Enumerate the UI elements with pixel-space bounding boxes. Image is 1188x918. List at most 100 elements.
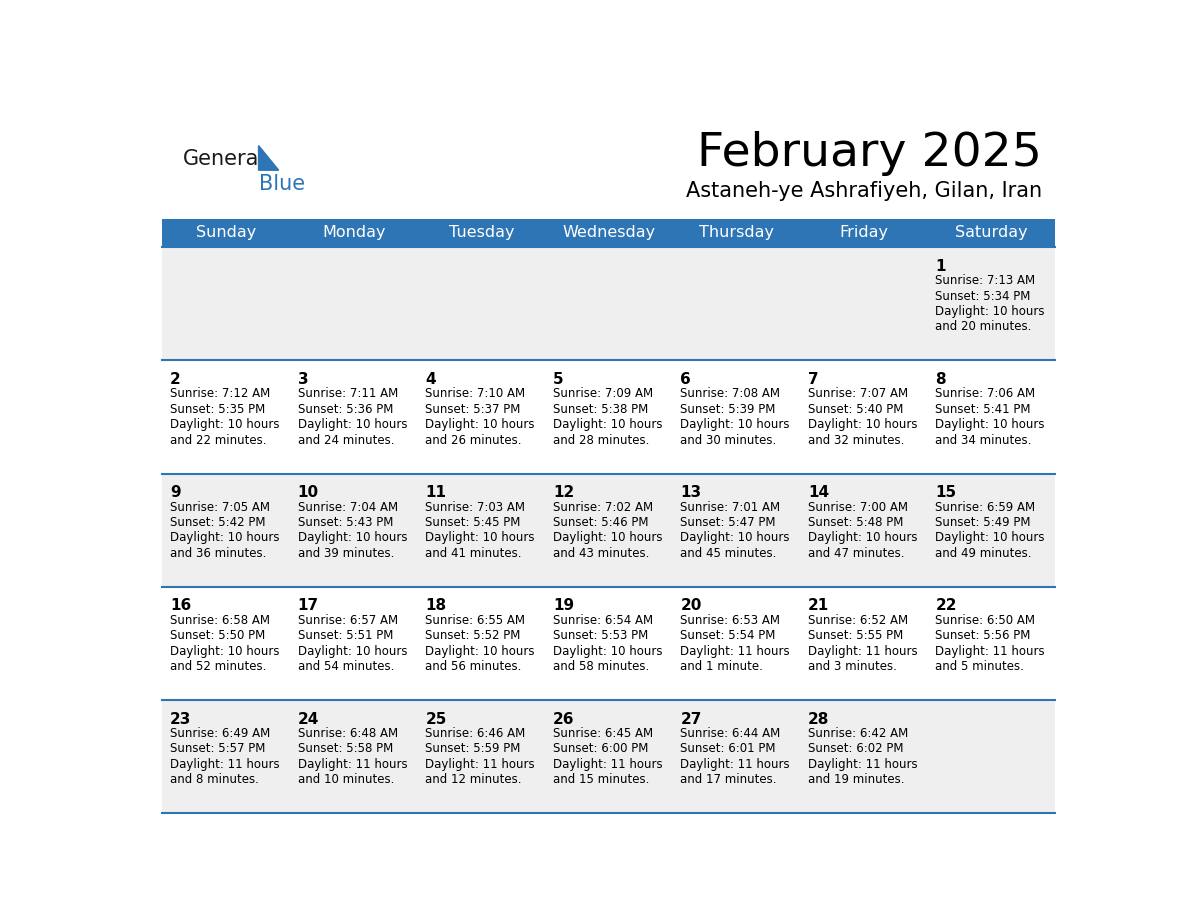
Text: Daylight: 10 hours: Daylight: 10 hours bbox=[298, 532, 407, 544]
Text: and 22 minutes.: and 22 minutes. bbox=[170, 433, 266, 446]
Text: 16: 16 bbox=[170, 599, 191, 613]
Text: Sunset: 5:34 PM: Sunset: 5:34 PM bbox=[935, 289, 1031, 303]
Text: 28: 28 bbox=[808, 711, 829, 726]
Text: Monday: Monday bbox=[322, 226, 386, 241]
Text: Sunset: 5:58 PM: Sunset: 5:58 PM bbox=[298, 743, 393, 756]
Bar bbox=[163, 361, 1055, 474]
Text: and 8 minutes.: and 8 minutes. bbox=[170, 773, 259, 786]
Text: Sunrise: 6:58 AM: Sunrise: 6:58 AM bbox=[170, 614, 270, 627]
Text: and 5 minutes.: and 5 minutes. bbox=[935, 660, 1024, 673]
Text: Sunrise: 6:42 AM: Sunrise: 6:42 AM bbox=[808, 727, 908, 740]
Text: Sunrise: 7:02 AM: Sunrise: 7:02 AM bbox=[552, 500, 653, 513]
Text: Sunrise: 7:10 AM: Sunrise: 7:10 AM bbox=[425, 387, 525, 400]
Polygon shape bbox=[259, 146, 279, 170]
Text: 10: 10 bbox=[298, 485, 318, 500]
Text: and 28 minutes.: and 28 minutes. bbox=[552, 433, 649, 446]
Text: Sunrise: 7:06 AM: Sunrise: 7:06 AM bbox=[935, 387, 1036, 400]
Text: Sunset: 5:46 PM: Sunset: 5:46 PM bbox=[552, 516, 649, 529]
Text: 12: 12 bbox=[552, 485, 574, 500]
Text: Sunrise: 7:09 AM: Sunrise: 7:09 AM bbox=[552, 387, 653, 400]
Text: Daylight: 10 hours: Daylight: 10 hours bbox=[552, 532, 663, 544]
Text: Daylight: 11 hours: Daylight: 11 hours bbox=[170, 757, 280, 771]
Text: 15: 15 bbox=[935, 485, 956, 500]
Text: Daylight: 11 hours: Daylight: 11 hours bbox=[808, 644, 917, 657]
Text: Daylight: 10 hours: Daylight: 10 hours bbox=[425, 419, 535, 431]
Text: Sunrise: 7:08 AM: Sunrise: 7:08 AM bbox=[681, 387, 781, 400]
Text: and 20 minutes.: and 20 minutes. bbox=[935, 320, 1032, 333]
Text: Sunrise: 6:55 AM: Sunrise: 6:55 AM bbox=[425, 614, 525, 627]
Text: Sunset: 5:35 PM: Sunset: 5:35 PM bbox=[170, 403, 265, 416]
Text: Sunrise: 6:54 AM: Sunrise: 6:54 AM bbox=[552, 614, 653, 627]
Text: Sunrise: 7:11 AM: Sunrise: 7:11 AM bbox=[298, 387, 398, 400]
Text: and 24 minutes.: and 24 minutes. bbox=[298, 433, 394, 446]
Text: Sunset: 5:38 PM: Sunset: 5:38 PM bbox=[552, 403, 649, 416]
Text: Daylight: 10 hours: Daylight: 10 hours bbox=[298, 644, 407, 657]
Text: Sunrise: 6:59 AM: Sunrise: 6:59 AM bbox=[935, 500, 1036, 513]
Text: Friday: Friday bbox=[840, 226, 889, 241]
Text: Sunset: 5:50 PM: Sunset: 5:50 PM bbox=[170, 629, 265, 642]
Text: Daylight: 11 hours: Daylight: 11 hours bbox=[425, 757, 535, 771]
Text: Astaneh-ye Ashrafiyeh, Gilan, Iran: Astaneh-ye Ashrafiyeh, Gilan, Iran bbox=[685, 181, 1042, 201]
Text: 4: 4 bbox=[425, 372, 436, 387]
Text: Sunrise: 6:45 AM: Sunrise: 6:45 AM bbox=[552, 727, 653, 740]
Text: Sunset: 5:48 PM: Sunset: 5:48 PM bbox=[808, 516, 903, 529]
Text: 2: 2 bbox=[170, 372, 181, 387]
Text: 19: 19 bbox=[552, 599, 574, 613]
Text: Daylight: 10 hours: Daylight: 10 hours bbox=[170, 532, 279, 544]
Text: Sunset: 5:41 PM: Sunset: 5:41 PM bbox=[935, 403, 1031, 416]
Text: and 43 minutes.: and 43 minutes. bbox=[552, 547, 649, 560]
Text: Sunrise: 7:00 AM: Sunrise: 7:00 AM bbox=[808, 500, 908, 513]
Text: Sunset: 5:45 PM: Sunset: 5:45 PM bbox=[425, 516, 520, 529]
Text: Saturday: Saturday bbox=[955, 226, 1028, 241]
Text: Daylight: 11 hours: Daylight: 11 hours bbox=[681, 644, 790, 657]
Text: and 26 minutes.: and 26 minutes. bbox=[425, 433, 522, 446]
Text: Daylight: 10 hours: Daylight: 10 hours bbox=[808, 419, 917, 431]
Text: Daylight: 10 hours: Daylight: 10 hours bbox=[170, 644, 279, 657]
Text: Tuesday: Tuesday bbox=[449, 226, 514, 241]
Text: Sunday: Sunday bbox=[196, 226, 257, 241]
Text: Daylight: 10 hours: Daylight: 10 hours bbox=[425, 532, 535, 544]
Text: Sunset: 5:47 PM: Sunset: 5:47 PM bbox=[681, 516, 776, 529]
Text: and 56 minutes.: and 56 minutes. bbox=[425, 660, 522, 673]
Text: 24: 24 bbox=[298, 711, 320, 726]
Text: and 39 minutes.: and 39 minutes. bbox=[298, 547, 394, 560]
Text: Sunrise: 6:53 AM: Sunrise: 6:53 AM bbox=[681, 614, 781, 627]
Text: 23: 23 bbox=[170, 711, 191, 726]
Text: Sunrise: 7:04 AM: Sunrise: 7:04 AM bbox=[298, 500, 398, 513]
Text: 17: 17 bbox=[298, 599, 318, 613]
Text: and 19 minutes.: and 19 minutes. bbox=[808, 773, 904, 786]
Text: and 1 minute.: and 1 minute. bbox=[681, 660, 763, 673]
Text: Sunset: 5:49 PM: Sunset: 5:49 PM bbox=[935, 516, 1031, 529]
Text: Daylight: 11 hours: Daylight: 11 hours bbox=[552, 757, 663, 771]
Bar bbox=[163, 587, 1055, 700]
Text: 21: 21 bbox=[808, 599, 829, 613]
Text: General: General bbox=[183, 149, 266, 169]
Text: Daylight: 10 hours: Daylight: 10 hours bbox=[935, 419, 1045, 431]
Text: Sunset: 5:36 PM: Sunset: 5:36 PM bbox=[298, 403, 393, 416]
Bar bbox=[928, 700, 1055, 813]
Text: Sunset: 6:00 PM: Sunset: 6:00 PM bbox=[552, 743, 649, 756]
Bar bbox=[163, 247, 1055, 361]
Text: Sunrise: 6:44 AM: Sunrise: 6:44 AM bbox=[681, 727, 781, 740]
Text: Sunset: 5:39 PM: Sunset: 5:39 PM bbox=[681, 403, 776, 416]
Text: Sunrise: 6:49 AM: Sunrise: 6:49 AM bbox=[170, 727, 271, 740]
Text: Daylight: 10 hours: Daylight: 10 hours bbox=[298, 419, 407, 431]
Bar bbox=[163, 474, 1055, 587]
Text: 27: 27 bbox=[681, 711, 702, 726]
Text: and 52 minutes.: and 52 minutes. bbox=[170, 660, 266, 673]
Text: 9: 9 bbox=[170, 485, 181, 500]
Text: and 54 minutes.: and 54 minutes. bbox=[298, 660, 394, 673]
Text: 25: 25 bbox=[425, 711, 447, 726]
Text: Daylight: 11 hours: Daylight: 11 hours bbox=[681, 757, 790, 771]
Text: and 17 minutes.: and 17 minutes. bbox=[681, 773, 777, 786]
Text: and 10 minutes.: and 10 minutes. bbox=[298, 773, 394, 786]
Text: and 34 minutes.: and 34 minutes. bbox=[935, 433, 1032, 446]
Text: and 58 minutes.: and 58 minutes. bbox=[552, 660, 649, 673]
Text: Daylight: 10 hours: Daylight: 10 hours bbox=[808, 532, 917, 544]
Text: Thursday: Thursday bbox=[699, 226, 773, 241]
Text: Daylight: 10 hours: Daylight: 10 hours bbox=[935, 305, 1045, 318]
Text: Sunrise: 7:12 AM: Sunrise: 7:12 AM bbox=[170, 387, 271, 400]
Text: Sunrise: 7:05 AM: Sunrise: 7:05 AM bbox=[170, 500, 270, 513]
Text: 1: 1 bbox=[935, 259, 946, 274]
Text: 6: 6 bbox=[681, 372, 691, 387]
